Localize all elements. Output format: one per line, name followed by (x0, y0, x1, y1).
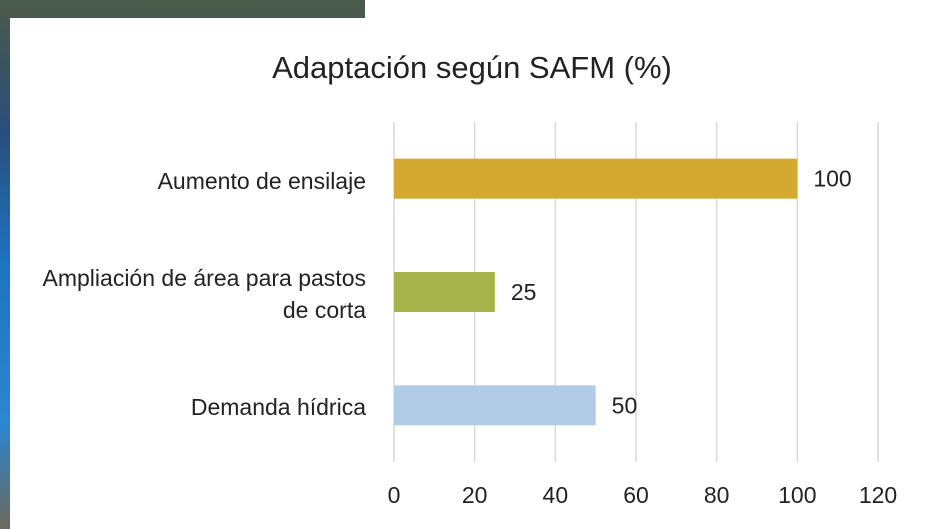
y-tick-label: Aumento de ensilaje (16, 165, 366, 197)
y-tick-label: Ampliación de área para pastos de corta (16, 262, 366, 326)
data-label: 50 (612, 392, 638, 418)
x-tick-label: 120 (859, 482, 897, 508)
x-tick-label: 80 (704, 482, 730, 508)
bar (394, 272, 495, 312)
x-tick-label: 100 (778, 482, 816, 508)
screenshot: Adaptación según SAFM (%) 0 20 40 60 80 100 12… (0, 0, 933, 529)
y-tick-label: Demanda hídrica (16, 391, 366, 423)
x-tick-label: 40 (543, 482, 569, 508)
bar (394, 159, 797, 199)
x-tick-label: 60 (623, 482, 649, 508)
x-tick-label: 0 (388, 482, 401, 508)
data-label: 25 (511, 279, 537, 305)
bar (394, 385, 596, 425)
data-label: 100 (813, 166, 851, 192)
chart-title: Adaptación según SAFM (%) (272, 50, 672, 85)
x-tick-label: 20 (462, 482, 488, 508)
